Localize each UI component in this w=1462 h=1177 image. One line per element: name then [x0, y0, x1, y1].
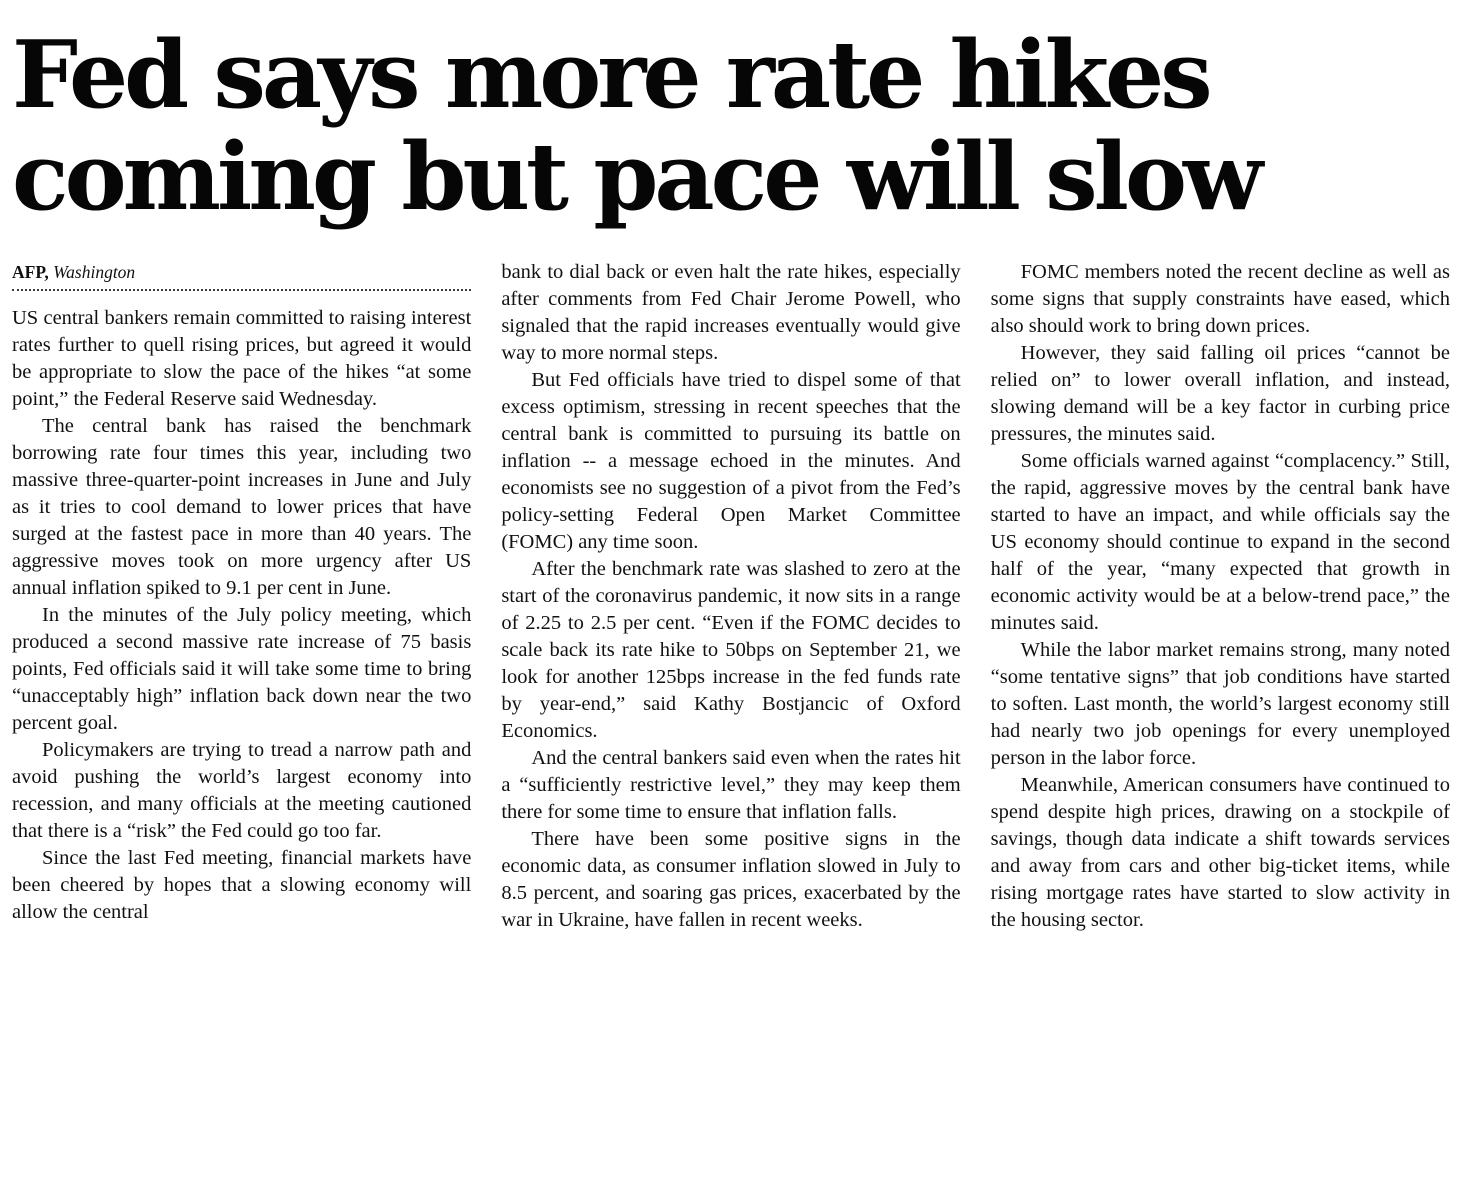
article-body: AFP, Washington US central bankers remai… — [12, 259, 1450, 934]
paragraph: The central bank has raised the benchmar… — [12, 414, 472, 599]
paragraph: Meanwhile, American consumers have conti… — [990, 773, 1450, 931]
column-1: AFP, Washington US central bankers remai… — [12, 259, 472, 934]
paragraph: And the central bankers said even when t… — [501, 746, 961, 823]
byline-agency: AFP, — [12, 261, 49, 282]
byline-location: Washington — [53, 261, 136, 282]
paragraph: Policymakers are trying to tread a narro… — [12, 738, 472, 842]
paragraph: FOMC members noted the recent decline as… — [990, 260, 1450, 337]
paragraph: There have been some positive signs in t… — [501, 827, 961, 931]
paragraph: But Fed officials have tried to dispel s… — [501, 368, 961, 553]
paragraph: After the benchmark rate was slashed to … — [501, 557, 961, 742]
column-3: FOMC members noted the recent decline as… — [991, 259, 1450, 934]
paragraph: bank to dial back or even halt the rate … — [501, 260, 961, 364]
paragraph: While the labor market remains strong, m… — [990, 638, 1450, 769]
byline-divider — [12, 288, 472, 291]
byline: AFP, Washington — [12, 259, 471, 283]
paragraph: Some officials warned against “complacen… — [990, 449, 1450, 634]
paragraph: US central bankers remain committed to r… — [12, 306, 472, 410]
paragraph: However, they said falling oil prices “c… — [990, 341, 1450, 445]
column-2: bank to dial back or even halt the rate … — [501, 259, 960, 934]
paragraph: Since the last Fed meeting, financial ma… — [12, 846, 472, 923]
paragraph: In the minutes of the July policy meetin… — [12, 603, 472, 734]
article-headline: Fed says more rate hikes coming but pace… — [12, 20, 1263, 232]
